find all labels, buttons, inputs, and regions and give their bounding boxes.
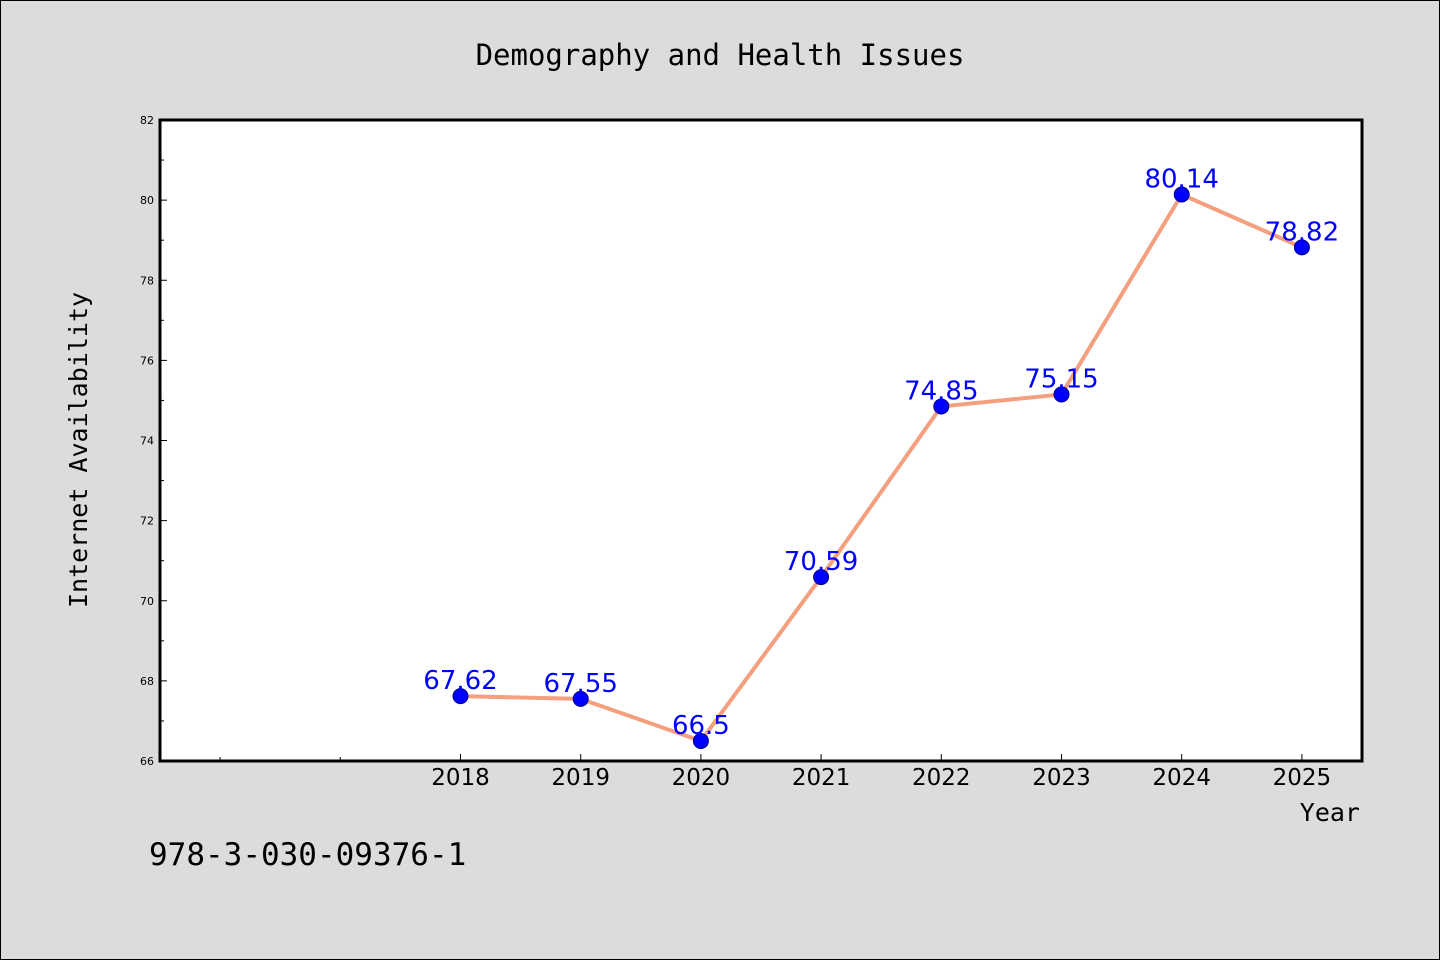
x-tick-label: 2019 <box>551 765 610 791</box>
x-tick-label: 2022 <box>912 765 971 791</box>
y-tick-label: 80 <box>140 194 154 207</box>
data-point <box>1053 386 1070 403</box>
data-label: 74.85 <box>904 376 978 406</box>
x-tick-label: 2023 <box>1032 765 1091 791</box>
data-point <box>452 688 469 705</box>
data-label: 67.62 <box>423 666 497 696</box>
series-line <box>458 192 1304 743</box>
y-tick-label: 82 <box>140 114 154 127</box>
y-tick-label: 68 <box>140 675 154 688</box>
series-markers <box>452 186 1310 749</box>
x-axis-ticks: 2018 2019 2020 2021 2022 2023 2024 2025 <box>219 754 1332 791</box>
y-tick-label: 72 <box>140 515 154 528</box>
y-tick-label: 66 <box>140 755 154 768</box>
data-label: 70.59 <box>784 547 858 577</box>
data-point <box>1293 239 1310 256</box>
y-tick-label: 70 <box>140 595 154 608</box>
x-axis-label: Year <box>1300 798 1360 827</box>
y-tick-label: 78 <box>140 274 154 287</box>
x-tick-label: 2025 <box>1273 765 1332 791</box>
data-label: 67.55 <box>543 669 617 699</box>
data-point <box>813 569 830 586</box>
x-tick-label: 2020 <box>672 765 731 791</box>
plot-area <box>160 120 1362 761</box>
y-axis-label: Internet Availability <box>64 292 93 608</box>
x-tick-label: 2024 <box>1152 765 1211 791</box>
plot-frame <box>158 118 1364 763</box>
x-tick-label: 2018 <box>431 765 490 791</box>
data-label: 75.15 <box>1024 364 1098 394</box>
x-tick-label: 2021 <box>792 765 851 791</box>
y-tick-label: 74 <box>140 435 154 448</box>
data-point <box>933 398 950 415</box>
data-point <box>692 732 709 749</box>
chart-title: Demography and Health Issues <box>476 38 965 72</box>
y-axis-ticks: 66 68 70 72 74 76 78 80 82 <box>140 114 167 768</box>
data-labels: 67.62 67.55 66.5 70.59 74.85 75.15 80.14 78.82 <box>423 165 1339 741</box>
isbn-text: 978-3-030-09376-1 <box>149 837 466 873</box>
data-label: 78.82 <box>1265 217 1339 247</box>
data-label: 80.14 <box>1144 165 1218 195</box>
y-tick-label: 76 <box>140 354 154 367</box>
data-point <box>572 690 589 707</box>
data-label: 66.5 <box>672 711 730 741</box>
data-point <box>1173 186 1190 203</box>
